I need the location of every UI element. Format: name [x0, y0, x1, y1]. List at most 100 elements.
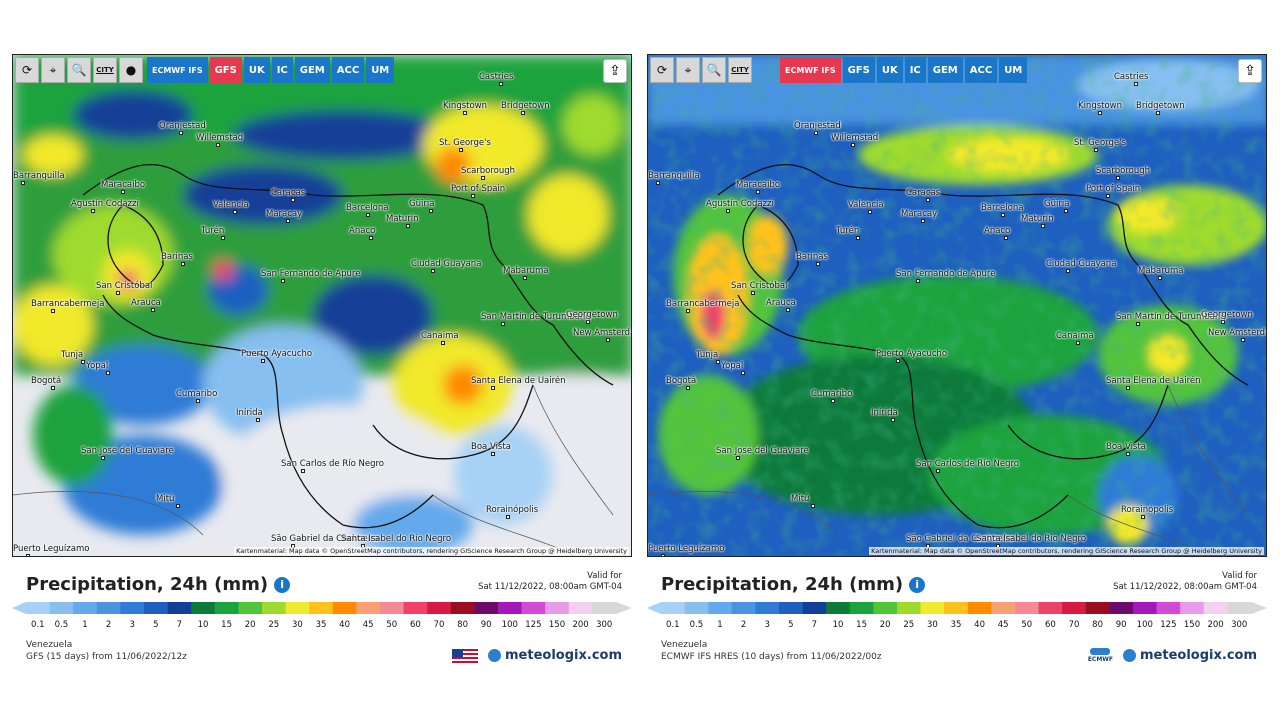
city-label[interactable]: San José del Guaviare: [716, 446, 809, 456]
city-label[interactable]: Tunja: [61, 350, 84, 360]
city-label[interactable]: San José del Guaviare: [81, 446, 174, 456]
city-label[interactable]: Caracas: [271, 188, 306, 198]
city-label[interactable]: Barrancabermeja: [666, 299, 740, 309]
refresh-icon[interactable]: ⟳: [15, 57, 39, 83]
city-label[interactable]: San Carlos de Río Negro: [281, 459, 385, 469]
city-label[interactable]: Maturín: [386, 214, 419, 224]
city-label[interactable]: San Martín de Turumbang: [1116, 312, 1226, 322]
city-label[interactable]: Inírida: [236, 408, 263, 418]
city-label[interactable]: Bridgetown: [1136, 101, 1185, 111]
city-label[interactable]: San Carlos de Río Negro: [916, 459, 1020, 469]
city-label[interactable]: Oranjestad: [794, 121, 841, 131]
city-label[interactable]: St. George's: [1074, 138, 1126, 148]
city-label[interactable]: Mitú: [791, 494, 810, 504]
city-label[interactable]: Agustín Codazzi: [706, 199, 774, 209]
city-label[interactable]: Georgetown: [566, 310, 618, 320]
city-label[interactable]: Barrancabermeja: [31, 299, 105, 309]
city-label[interactable]: San Cristóbal: [731, 281, 788, 291]
city-label[interactable]: San Cristóbal: [96, 281, 153, 291]
city-label[interactable]: Mabaruma: [503, 266, 549, 276]
city-label[interactable]: Anaco: [984, 226, 1011, 236]
city-label[interactable]: Ciudad Guayana: [1046, 259, 1117, 269]
city-label[interactable]: Bogotá: [31, 376, 62, 386]
city-label[interactable]: Santa Isabel do Rio Negro: [341, 534, 452, 544]
map-canvas[interactable]: [13, 55, 632, 557]
city-label[interactable]: Valencia: [848, 200, 884, 210]
city-toggle-button[interactable]: CITY: [93, 57, 117, 83]
city-label[interactable]: Agustín Codazzi: [71, 199, 139, 209]
model-tab-ecmwf[interactable]: ECMWF IFS: [147, 57, 208, 83]
city-label[interactable]: Anaco: [349, 226, 376, 236]
city-label[interactable]: New Amsterdam: [1208, 328, 1266, 338]
city-label[interactable]: Santa Elena de Uairén: [1106, 376, 1201, 386]
city-label[interactable]: Scarborough: [461, 166, 516, 176]
city-label[interactable]: Ciudad Guayana: [411, 259, 482, 269]
city-label[interactable]: Valencia: [213, 200, 249, 210]
city-label[interactable]: Maracaibo: [736, 180, 781, 190]
city-label[interactable]: Maracay: [266, 209, 303, 219]
model-tab-gem[interactable]: GEM: [927, 57, 963, 83]
info-icon[interactable]: i: [909, 577, 926, 593]
city-label[interactable]: Mitú: [156, 494, 175, 504]
city-label[interactable]: Cumaribo: [811, 389, 853, 399]
refresh-icon[interactable]: ⟳: [650, 57, 674, 83]
city-label[interactable]: Güiria: [1044, 199, 1070, 209]
city-label[interactable]: Canaima: [1056, 331, 1094, 341]
model-tab-gfs[interactable]: GFS: [842, 57, 875, 83]
info-icon[interactable]: i: [274, 577, 291, 593]
city-label[interactable]: Maturín: [1021, 214, 1054, 224]
city-label[interactable]: Kingstown: [1078, 101, 1123, 111]
city-label[interactable]: Barinas: [796, 252, 828, 262]
city-label[interactable]: Castries: [479, 72, 514, 82]
city-label[interactable]: Puerto Leguízamo: [648, 544, 725, 554]
city-label[interactable]: San Fernando de Apure: [896, 269, 996, 279]
city-label[interactable]: São Gabriel da Cachoeira: [271, 534, 379, 544]
city-label[interactable]: Yopal: [86, 361, 109, 371]
city-label[interactable]: Bogotá: [666, 376, 697, 386]
model-tab-gem[interactable]: GEM: [294, 57, 330, 83]
city-label[interactable]: Bridgetown: [501, 101, 550, 111]
city-label[interactable]: Tunja: [696, 350, 719, 360]
city-label[interactable]: Yopal: [721, 361, 744, 371]
city-label[interactable]: Puerto Ayacucho: [241, 349, 313, 359]
model-tab-ic[interactable]: IC: [904, 57, 926, 83]
city-label[interactable]: Canaima: [421, 331, 459, 341]
share-icon[interactable]: ⇪: [603, 59, 627, 83]
city-label[interactable]: Boa Vista: [471, 442, 511, 452]
circle-icon[interactable]: ●: [119, 57, 143, 83]
model-tab-acc[interactable]: ACC: [331, 57, 365, 83]
city-label[interactable]: Turén: [201, 226, 225, 236]
model-tab-uk[interactable]: UK: [876, 57, 903, 83]
city-label[interactable]: Puerto Ayacucho: [876, 349, 948, 359]
city-label[interactable]: Oranjestad: [159, 121, 206, 131]
zoom-icon[interactable]: 🔍: [67, 57, 91, 83]
city-label[interactable]: Georgetown: [1201, 310, 1253, 320]
city-label[interactable]: Arauca: [131, 298, 161, 308]
city-label[interactable]: New Amsterdam: [573, 328, 631, 338]
city-label[interactable]: Barinas: [161, 252, 193, 262]
model-tab-acc[interactable]: ACC: [964, 57, 998, 83]
zoom-icon[interactable]: 🔍: [702, 57, 726, 83]
city-label[interactable]: Cumaribo: [176, 389, 218, 399]
share-icon[interactable]: ⇪: [1238, 59, 1262, 83]
city-label[interactable]: Kingstown: [443, 101, 488, 111]
city-label[interactable]: Boa Vista: [1106, 442, 1146, 452]
city-label[interactable]: Arauca: [766, 298, 796, 308]
precipitation-map[interactable]: ⟳ ⌖ 🔍 CITY ECMWF IFS GFS UK IC GEM ACC U…: [647, 54, 1267, 557]
model-tab-ecmwf[interactable]: ECMWF IFS: [780, 57, 841, 83]
city-label[interactable]: Güiria: [409, 199, 435, 209]
city-label[interactable]: Puerto Leguízamo: [13, 544, 90, 554]
city-label[interactable]: Castries: [1114, 72, 1149, 82]
city-label[interactable]: Port of Spain: [1086, 184, 1141, 194]
city-label[interactable]: Inírida: [871, 408, 898, 418]
city-label[interactable]: Barcelona: [981, 203, 1024, 213]
model-tab-ic[interactable]: IC: [271, 57, 293, 83]
city-label[interactable]: São Gabriel da Cachoeira: [906, 534, 1014, 544]
city-label[interactable]: Maracaibo: [101, 180, 146, 190]
city-label[interactable]: Rorainópolis: [1121, 505, 1174, 515]
brand[interactable]: meteologix.com: [452, 648, 622, 663]
model-tab-um[interactable]: UM: [999, 57, 1028, 83]
city-label[interactable]: Turén: [836, 226, 860, 236]
city-label[interactable]: St. George's: [439, 138, 491, 148]
city-label[interactable]: Port of Spain: [451, 184, 506, 194]
